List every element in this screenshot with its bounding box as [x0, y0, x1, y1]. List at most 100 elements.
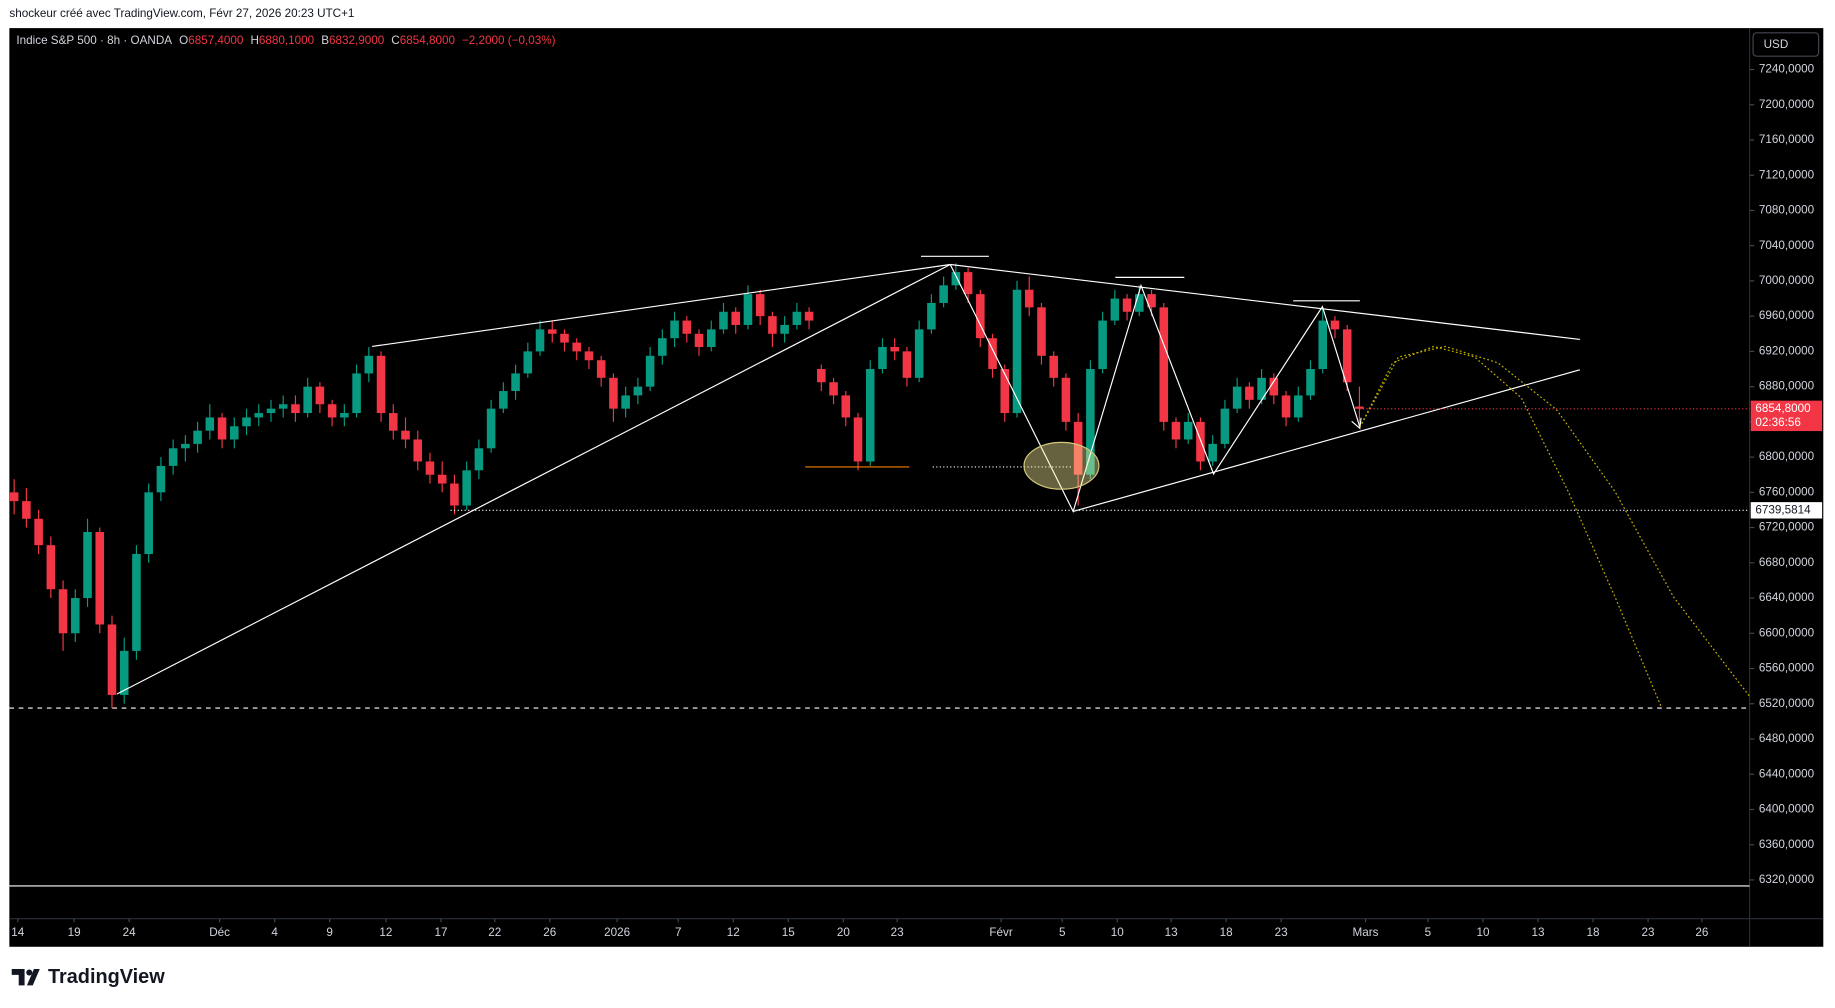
- candle-body: [1330, 320, 1340, 330]
- marker-tag: [1750, 502, 1823, 519]
- candle-body: [1000, 369, 1010, 414]
- candle-body: [694, 333, 704, 347]
- projection-curve: [1359, 345, 1751, 697]
- candle-body: [58, 589, 68, 634]
- trend-line: [950, 263, 1580, 340]
- candle-body: [780, 324, 789, 334]
- candle-body: [865, 369, 875, 462]
- y-tick-label: 6880,0000: [1759, 380, 1815, 393]
- currency-label[interactable]: USD: [1764, 38, 1789, 51]
- y-tick-label: 6360,0000: [1759, 838, 1815, 851]
- x-tick-label: 19: [68, 926, 81, 939]
- candle-body: [792, 311, 802, 325]
- candle-body: [437, 474, 447, 484]
- x-tick-label: Mars: [1353, 926, 1379, 939]
- candle-body: [1220, 408, 1230, 444]
- candle-body: [327, 404, 337, 418]
- candle-body: [266, 408, 276, 414]
- y-tick-label: 7160,0000: [1759, 133, 1815, 146]
- candle-body: [303, 386, 312, 414]
- candle-body: [156, 465, 166, 493]
- candle-body: [181, 443, 190, 449]
- y-tick-label: 7000,0000: [1759, 274, 1815, 287]
- candle-body: [315, 386, 325, 405]
- change: −2,2000 (−0,03%): [462, 34, 556, 47]
- candle-body: [682, 320, 692, 334]
- y-tick-label: 6520,0000: [1759, 697, 1815, 710]
- y-tick-label: 7040,0000: [1759, 239, 1815, 252]
- candle-body: [22, 501, 31, 519]
- x-tick-label: 20: [837, 926, 851, 939]
- currency-button[interactable]: [1752, 32, 1820, 57]
- candle-body: [205, 417, 215, 431]
- countdown-label: 02:36:56: [1755, 416, 1801, 429]
- candle-body: [352, 373, 361, 414]
- candle-body: [817, 369, 826, 383]
- x-tick-label: 12: [727, 926, 740, 939]
- x-tick-label: 10: [1476, 926, 1489, 939]
- x-tick-label: 2026: [604, 926, 630, 939]
- candle-body: [1135, 294, 1144, 312]
- candle-body: [939, 285, 948, 303]
- candle-body: [95, 531, 105, 625]
- trend-line: [372, 263, 951, 348]
- x-tick-label: 10: [1111, 926, 1125, 939]
- candle-body: [291, 404, 300, 414]
- legend: Indice S&P 500 · 8h · OANDA O6857,4000 H68…: [16, 34, 555, 47]
- candle-body: [1294, 395, 1303, 418]
- candle-body: [1257, 377, 1266, 400]
- candle-body: [376, 355, 386, 414]
- x-tick-label: 23: [891, 926, 904, 939]
- x-tick-label: 18: [1587, 926, 1600, 939]
- candle-body: [1037, 307, 1046, 356]
- x-tick-label: 15: [782, 926, 796, 939]
- candle-body: [1342, 329, 1352, 383]
- candle-body: [1281, 395, 1291, 418]
- candle-body: [902, 351, 912, 378]
- candle-body: [1269, 377, 1279, 396]
- last-price-label: 6854,8000: [1755, 402, 1811, 415]
- ohlc-value: 6832,9000: [329, 34, 385, 47]
- y-tick-label: 6760,0000: [1759, 485, 1815, 498]
- y-tick-label: 6920,0000: [1759, 344, 1815, 357]
- candle-body: [1122, 298, 1132, 312]
- candle-body: [1245, 386, 1254, 400]
- logo-text: TradingView: [48, 966, 165, 988]
- candle-body: [425, 461, 435, 475]
- x-tick-label: 26: [1695, 926, 1708, 939]
- candle-body: [951, 272, 961, 286]
- drawings: [9, 255, 1751, 887]
- highlight-ellipse: [1023, 441, 1100, 490]
- candle-body: [963, 272, 973, 295]
- candle-body: [609, 377, 618, 409]
- candle-body: [230, 426, 239, 440]
- ohlc-value: 6857,4000: [188, 34, 244, 47]
- x-tick-label: 22: [488, 926, 501, 939]
- x-tick-label: 26: [543, 926, 556, 939]
- x-tick-label: 4: [271, 926, 278, 939]
- candle-body: [107, 624, 117, 695]
- candle-body: [254, 413, 264, 418]
- candle-body: [1171, 421, 1181, 440]
- marker-tag-label: 6739,5814: [1755, 503, 1811, 516]
- candle-body: [450, 483, 459, 506]
- x-tick-label: 13: [1165, 926, 1178, 939]
- candle-body: [547, 329, 557, 334]
- credit: shockeur créé avec TradingView.com, Févr…: [9, 7, 354, 20]
- zigzag: [949, 264, 1361, 514]
- candle-body: [645, 355, 655, 387]
- y-tick-label: 6440,0000: [1759, 767, 1815, 780]
- candle-body: [1183, 421, 1193, 440]
- candle-body: [364, 355, 374, 374]
- candle-body: [743, 294, 753, 325]
- candle-body: [462, 470, 471, 506]
- chart-pane: [9, 28, 1824, 947]
- symbol: Indice S&P 500 · 8h · OANDA: [16, 34, 172, 47]
- ohlc-value: 6880,1000: [259, 34, 315, 47]
- candle-body: [1208, 443, 1217, 462]
- candle-body: [1012, 289, 1022, 414]
- x-tick-label: 18: [1220, 926, 1233, 939]
- candle-body: [890, 346, 899, 352]
- candle-body: [1086, 369, 1095, 475]
- candle-body: [1073, 421, 1083, 475]
